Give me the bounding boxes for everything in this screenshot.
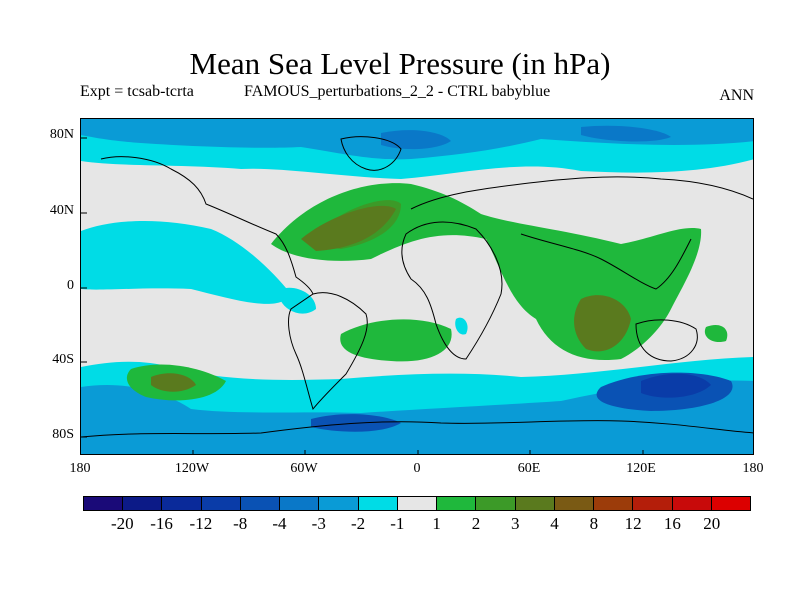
colorbar-swatch bbox=[554, 497, 595, 510]
atlantic-core-region bbox=[301, 205, 396, 251]
africa-coast bbox=[401, 221, 503, 360]
south-atlantic-positive-region bbox=[340, 319, 452, 362]
colorbar-label: 16 bbox=[663, 514, 681, 533]
arctic-deep-region bbox=[381, 130, 451, 150]
southern-ocean-core-region bbox=[81, 380, 753, 454]
pacific-negative-region bbox=[81, 220, 291, 304]
indian-ocean-high-region bbox=[574, 295, 631, 352]
plot-title: Mean Sea Level Pressure (in hPa) bbox=[189, 46, 611, 81]
australia-positive-region bbox=[704, 324, 728, 343]
north-america-coast bbox=[100, 156, 314, 295]
colorbar-label: -12 bbox=[189, 514, 213, 533]
colorbar-label: -20 bbox=[110, 514, 134, 533]
colorbar bbox=[83, 496, 751, 511]
lon-label-120e: 120E bbox=[626, 461, 656, 476]
europe-asia-coast bbox=[410, 176, 753, 290]
arctic-deep-region-2 bbox=[581, 125, 671, 142]
colorbar-swatch bbox=[123, 497, 163, 510]
colorbar-label: -3 bbox=[311, 514, 326, 533]
greenland-coast bbox=[340, 136, 402, 171]
colorbar-label: -1 bbox=[390, 514, 405, 533]
colorbar-label: 1 bbox=[432, 514, 441, 533]
colorbar-swatch bbox=[672, 497, 712, 510]
lat-label-equator: 0 bbox=[67, 278, 74, 293]
lon-label-60w: 60W bbox=[290, 461, 318, 476]
lon-label-120w: 120W bbox=[174, 461, 210, 476]
colorbar-label: 2 bbox=[471, 514, 481, 533]
lon-label-0: 0 bbox=[413, 461, 421, 476]
colorbar-swatch bbox=[319, 497, 359, 510]
colorbar-swatch bbox=[358, 497, 398, 510]
lat-label-40n: 40N bbox=[49, 203, 74, 218]
lon-label-60e: 60E bbox=[517, 461, 541, 476]
lat-label-80n: 80N bbox=[49, 127, 74, 142]
colorbar-label: -8 bbox=[233, 514, 248, 533]
antarctica-coast bbox=[81, 420, 753, 438]
colorbar-swatch bbox=[162, 497, 202, 510]
colorbar-label: -16 bbox=[150, 514, 173, 533]
colorbar-swatch bbox=[84, 497, 124, 510]
colorbar-swatch bbox=[280, 497, 320, 510]
colorbar-swatch bbox=[240, 497, 281, 510]
comparison-label: FAMOUS_perturbations_2_2 - CTRL babyblue bbox=[244, 83, 551, 100]
colorbar-label: 3 bbox=[510, 514, 520, 533]
map-panel bbox=[80, 118, 754, 455]
lon-label-180e: 180 bbox=[742, 461, 764, 476]
colorbar-swatch bbox=[201, 497, 241, 510]
pressure-anomaly-map bbox=[81, 119, 753, 454]
colorbar-label: 8 bbox=[589, 514, 599, 533]
colorbar-swatch bbox=[633, 497, 673, 510]
colorbar-swatch bbox=[437, 497, 477, 510]
colorbar-swatch bbox=[515, 497, 555, 510]
colorbar-swatch bbox=[476, 497, 516, 510]
south-pacific-high-core bbox=[151, 373, 196, 392]
lon-label-180w: 180 bbox=[69, 461, 91, 476]
season-label: ANN bbox=[719, 87, 754, 104]
colorbar-swatch bbox=[594, 497, 634, 510]
colorbar-label: -4 bbox=[272, 514, 287, 533]
australia-coast bbox=[635, 319, 698, 362]
colorbar-label: 20 bbox=[703, 514, 721, 533]
atlantic-small-negative bbox=[281, 287, 316, 314]
southern-ocean-deepest-region bbox=[641, 373, 711, 398]
lat-label-80s: 80S bbox=[52, 427, 74, 442]
lat-label-40s: 40S bbox=[52, 352, 74, 367]
colorbar-label: -2 bbox=[350, 514, 366, 533]
colorbar-swatch bbox=[397, 497, 438, 510]
experiment-label: Expt = tcsab-tcrta bbox=[80, 83, 194, 100]
colorbar-swatch bbox=[711, 497, 750, 510]
mid-atlantic-negative bbox=[455, 317, 468, 335]
colorbar-label: 12 bbox=[624, 514, 642, 533]
colorbar-label: 4 bbox=[550, 514, 559, 533]
south-america-coast bbox=[288, 292, 368, 411]
